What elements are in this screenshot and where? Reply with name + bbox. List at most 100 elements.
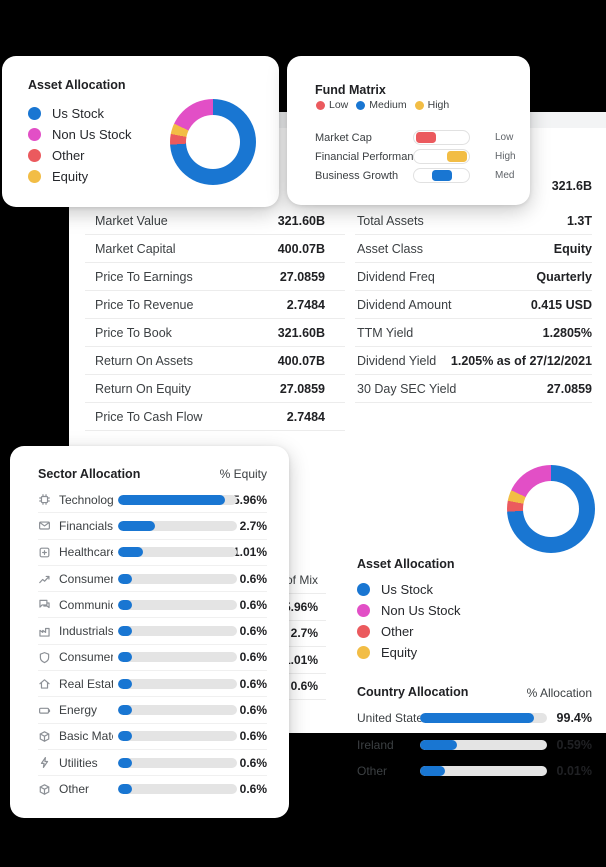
legend-label: Equity <box>381 645 418 660</box>
legend-label: Non Us Stock <box>381 603 461 618</box>
slider-knob[interactable] <box>447 151 467 162</box>
sector-bar <box>118 731 237 742</box>
fact-value: 1.205% as of 27/12/2021 <box>450 353 592 368</box>
fact-value: 321.60B <box>277 213 325 228</box>
sector-label: Consumer... <box>59 650 113 665</box>
fact-label: TTM Yield <box>357 325 414 340</box>
legend-dot <box>356 100 366 110</box>
sector-bar <box>118 652 237 663</box>
country-value: 0.01% <box>556 764 592 779</box>
fact-row: Dividend Amount 0.415 USD <box>355 291 592 319</box>
legend-label: Us Stock <box>52 106 105 121</box>
sector-row: Consumer... 0.6% <box>38 645 267 672</box>
sector-bar <box>118 599 237 610</box>
fund-matrix-row-label: Financial Performance <box>315 150 426 163</box>
fact-row: Price To Book 321.60B <box>85 319 345 347</box>
fact-value: 2.7484 <box>286 409 325 424</box>
fund-matrix-slider[interactable] <box>413 149 470 164</box>
partial-header-value: 321.6B <box>551 179 592 193</box>
sector-bar <box>118 705 237 716</box>
fact-row: Market Capital 400.07B <box>85 235 345 263</box>
fact-value: 1.3T <box>566 213 592 228</box>
legend-item[interactable]: Equity <box>357 642 460 663</box>
country-bar-fill <box>420 713 535 724</box>
chart-icon <box>38 572 51 585</box>
legend-item[interactable]: Other <box>28 145 131 166</box>
factory-icon <box>38 625 51 638</box>
sector-row: Technology 95.96% <box>38 487 267 514</box>
legend-item[interactable]: Us Stock <box>28 103 131 124</box>
fund-matrix-level-label: High <box>495 151 516 162</box>
fact-label: Market Value <box>95 213 168 228</box>
legend-dot <box>357 646 370 659</box>
asset-allocation-card-donut-chart[interactable] <box>170 99 256 185</box>
legend-dot <box>28 170 41 183</box>
fact-value: 2.7484 <box>286 297 325 312</box>
sector-bar <box>118 494 237 505</box>
legend-dot <box>357 583 370 596</box>
fund-facts-table-left: Market Value 321.60B Market Capital 400.07B… <box>85 207 345 431</box>
legend-label: Other <box>381 624 414 639</box>
country-bar <box>420 713 547 724</box>
home-icon <box>38 677 51 690</box>
sector-value: 0.6% <box>239 571 267 586</box>
slider-knob[interactable] <box>431 170 452 181</box>
fund-matrix-row: Market Cap Low <box>315 128 515 147</box>
country-allocation-table: United States 99.4% Ireland 0.59% Other 0.01% <box>357 705 592 785</box>
fact-value: 0.415 USD <box>530 297 592 312</box>
fact-label: Dividend Amount <box>357 297 452 312</box>
legend-label: Us Stock <box>381 582 434 597</box>
country-bar-fill <box>420 739 457 750</box>
fact-row: Dividend Freq Quarterly <box>355 263 592 291</box>
legend-item[interactable]: Equity <box>28 166 131 187</box>
fund-matrix-slider[interactable] <box>413 130 470 145</box>
asset-allocation-donut-chart[interactable] <box>507 465 595 553</box>
fact-label: Price To Revenue <box>95 297 194 312</box>
sector-bar-fill <box>118 547 143 558</box>
country-value: 99.4% <box>556 711 592 726</box>
donut-hole <box>523 481 579 537</box>
cube-icon <box>38 783 51 796</box>
sector-bar-fill <box>118 626 133 637</box>
legend-label: Medium <box>369 99 407 111</box>
legend-label: Other <box>52 148 85 163</box>
fact-value: 321.60B <box>277 325 325 340</box>
sector-bar-fill <box>118 784 133 795</box>
fund-matrix-row: Business Growth Med <box>315 166 515 185</box>
asset-allocation-card: Asset Allocation Us Stock Non Us Stock Oth… <box>2 56 279 207</box>
fund-matrix-title: Fund Matrix <box>315 83 386 97</box>
legend-item[interactable]: Non Us Stock <box>357 600 460 621</box>
fund-matrix-legend: Low Medium High <box>316 99 449 111</box>
sector-bar-fill <box>118 652 133 663</box>
fund-matrix-legend-item[interactable]: Low <box>316 99 348 111</box>
fact-row: TTM Yield 1.2805% <box>355 319 592 347</box>
sector-value: 0.6% <box>239 782 267 797</box>
sector-row: Industrials 0.6% <box>38 618 267 645</box>
fund-matrix-legend-item[interactable]: High <box>414 99 449 111</box>
sector-bar-fill <box>118 705 133 716</box>
country-value: 0.59% <box>556 737 592 752</box>
sector-bar-fill <box>118 757 133 768</box>
sector-label: Utilities <box>59 755 98 770</box>
fact-value: 27.0859 <box>279 269 325 284</box>
country-row: United States 99.4% <box>357 705 592 732</box>
legend-item[interactable]: Other <box>357 621 460 642</box>
sector-bar-fill <box>118 599 133 610</box>
fact-label: Dividend Freq <box>357 269 435 284</box>
sector-value: 0.6% <box>239 624 267 639</box>
bolt-icon <box>38 756 51 769</box>
fact-label: Total Assets <box>357 213 424 228</box>
sector-bar-fill <box>118 731 133 742</box>
fact-value: 27.0859 <box>279 381 325 396</box>
chip-icon <box>38 493 51 506</box>
sector-label: Other <box>59 782 90 797</box>
fund-matrix-legend-item[interactable]: Medium <box>356 99 407 111</box>
fact-label: Asset Class <box>357 241 423 256</box>
legend-item[interactable]: Non Us Stock <box>28 124 131 145</box>
fund-matrix-rows: Market Cap Low Financial Performance High Bu… <box>315 128 516 185</box>
legend-item[interactable]: Us Stock <box>357 579 460 600</box>
fund-matrix-slider[interactable] <box>413 168 470 183</box>
fact-label: Return On Assets <box>95 353 193 368</box>
slider-knob[interactable] <box>416 132 436 143</box>
fact-label: 30 Day SEC Yield <box>357 381 457 396</box>
